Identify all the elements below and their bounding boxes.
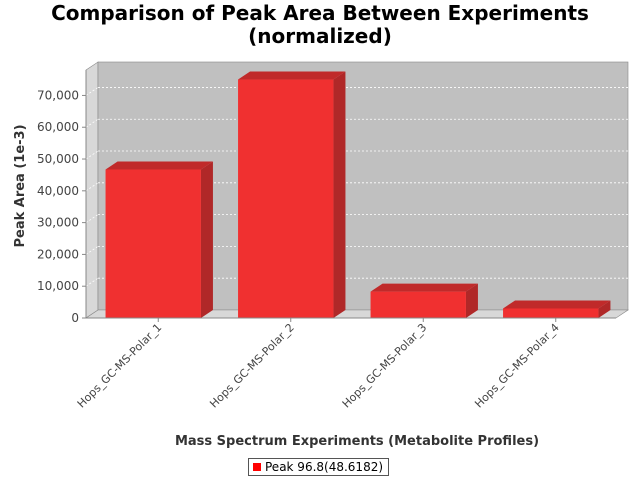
bar-top (105, 161, 213, 170)
bar (370, 283, 478, 318)
gridline-side (85, 246, 99, 255)
gridline-side (85, 182, 99, 192)
chart-title-line-2: (normalized) (248, 24, 392, 48)
bar-side (598, 300, 611, 318)
legend: Peak 96.8(48.6182) (248, 458, 390, 476)
bar-front (370, 291, 466, 318)
legend-label: Peak 96.8(48.6182) (265, 460, 384, 474)
bar-side (333, 71, 346, 319)
y-tick-label: 70,000 (37, 88, 79, 102)
y-axis: 0 10,000 20,000 30,000 40,000 50,000 60,000 70,… (37, 70, 87, 325)
gridline-side (85, 87, 99, 96)
bar-top (503, 300, 611, 309)
gridline-side (85, 150, 99, 160)
y-axis-label: Peak Area (1e-3) (13, 124, 28, 247)
y-tick-label: 60,000 (37, 120, 79, 134)
y-tick-label: 0 (71, 311, 79, 325)
chart-title-line-1: Comparison of Peak Area Between Experime… (51, 1, 589, 25)
x-tick-label: Hops_GC-MS-Polar_1 (75, 321, 165, 411)
bar-side (465, 283, 478, 318)
gridline-side (85, 214, 99, 223)
y-tick-label: 30,000 (37, 216, 79, 230)
y-tick-label: 10,000 (37, 279, 79, 293)
bar-top (370, 283, 478, 292)
y-tick-label: 20,000 (37, 247, 79, 261)
bar (105, 161, 213, 318)
bar (503, 300, 611, 318)
x-axis-label: Mass Spectrum Experiments (Metabolite Pr… (175, 434, 539, 449)
chart-title: Comparison of Peak Area Between Experime… (0, 2, 640, 48)
x-tick-label: Hops_GC-MS-Polar_3 (340, 321, 430, 411)
x-tick-label: Hops_GC-MS-Polar_4 (472, 321, 562, 411)
x-axis: Hops_GC-MS-Polar_1 Hops_GC-MS-Polar_2 Hops… (75, 317, 616, 411)
bars (105, 71, 611, 319)
bar-front (503, 308, 599, 318)
y-tick-label: 40,000 (37, 184, 79, 198)
y-tick-label: 50,000 (37, 152, 79, 166)
bar-side (200, 161, 213, 318)
gridline-side (85, 277, 99, 287)
bar-front (238, 79, 334, 319)
legend-swatch (253, 463, 261, 471)
bar-top (238, 71, 346, 80)
bar (238, 71, 346, 319)
x-tick-label: Hops_GC-MS-Polar_2 (207, 321, 297, 411)
gridline-side (85, 118, 99, 128)
bar-front (105, 169, 201, 318)
